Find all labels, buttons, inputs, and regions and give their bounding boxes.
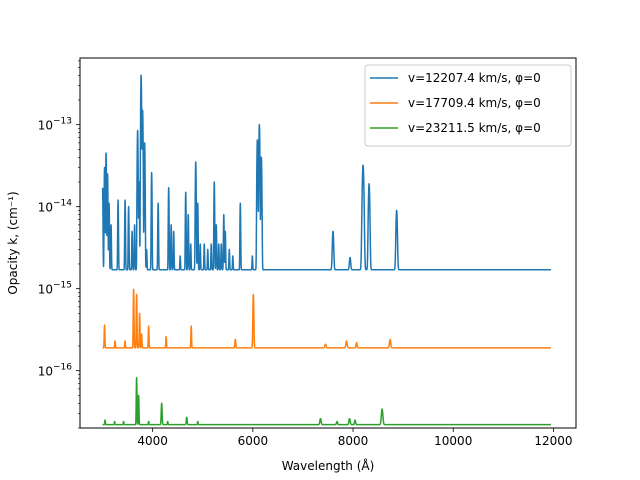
- x-tick-label: 6000: [238, 434, 269, 448]
- x-axis-label: Wavelength (Å): [282, 458, 375, 473]
- series-line-1: [101, 288, 552, 349]
- y-axis: 10−16 10−15 10−14 10−13: [38, 60, 80, 429]
- x-axis: 4000 6000 8000 10000 12000: [137, 428, 573, 448]
- y-tick-label: 10−13: [38, 117, 72, 133]
- legend-label-1: v=17709.4 km/s, φ=0: [408, 96, 541, 110]
- x-tick-label: 10000: [434, 434, 472, 448]
- legend-label-2: v=23211.5 km/s, φ=0: [408, 121, 541, 135]
- series-line-0: [101, 74, 552, 271]
- y-tick-label: 10−16: [38, 363, 73, 379]
- y-tick-label: 10−14: [38, 199, 73, 215]
- series-line-2: [101, 377, 552, 426]
- x-tick-label: 4000: [137, 434, 168, 448]
- x-tick-label: 8000: [338, 434, 369, 448]
- x-tick-label: 12000: [534, 434, 572, 448]
- legend-box: [364, 64, 572, 147]
- legend-label-0: v=12207.4 km/s, φ=0: [408, 71, 541, 85]
- y-axis-label: Opacity k, (cm⁻¹): [6, 191, 20, 294]
- legend: v=12207.4 km/s, φ=0 v=17709.4 km/s, φ=0 v=…: [364, 64, 572, 147]
- series-layer: [101, 74, 552, 426]
- y-tick-label: 10−15: [38, 281, 72, 297]
- plot-frame: [79, 57, 577, 429]
